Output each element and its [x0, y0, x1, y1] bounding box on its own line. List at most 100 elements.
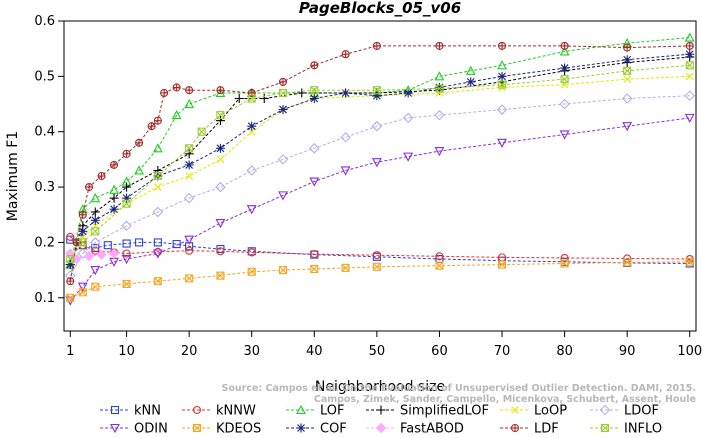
data-point-odin: [90, 266, 101, 276]
legend-label: FastABOD: [400, 422, 464, 435]
data-point-inflo: [153, 171, 162, 181]
data-point-kdeos: [623, 258, 632, 267]
data-point-kdeos: [435, 261, 444, 270]
data-point-odin: [371, 158, 382, 168]
data-point-ldof: [434, 109, 445, 121]
data-point-odin: [340, 166, 351, 176]
data-point-cof: [78, 227, 87, 236]
legend-marker: [297, 424, 305, 432]
data-point-lof: [434, 71, 445, 81]
data-point-ldof: [183, 192, 195, 204]
data-point-kdeos: [153, 277, 162, 286]
legend-label: LOF: [320, 404, 345, 419]
data-point-kdeos: [623, 258, 632, 267]
data-point-ldof: [277, 154, 289, 165]
legend-item-ldf: LDF: [500, 422, 559, 437]
data-point-odin: [121, 254, 132, 265]
legend-item-fastabod: FastABOD: [366, 422, 464, 437]
x-tick-label: 70: [494, 344, 511, 359]
data-point-odin: [403, 152, 414, 162]
series-layer: [64, 32, 696, 306]
data-point-knnw: [247, 248, 256, 257]
data-point-kdeos: [91, 282, 100, 291]
y-tick-label: 0.4: [34, 125, 55, 140]
data-point-cof: [216, 144, 225, 153]
data-point-inflo: [497, 80, 507, 89]
series-ldof: [64, 90, 696, 281]
legend-label: INFLO: [624, 422, 662, 435]
data-point-loop: [216, 155, 225, 164]
data-point-ldof: [152, 206, 164, 218]
data-point-lof: [559, 46, 570, 56]
legend-label: kNNW: [216, 404, 256, 419]
data-point-kdeos: [341, 263, 350, 272]
legend-item-kdeos: KDEOS: [182, 422, 261, 437]
y-tick-label: 0.2: [34, 235, 55, 250]
data-point-inflo: [91, 227, 100, 236]
legend-item-lof: LOF: [286, 404, 345, 419]
legend-marker: [600, 423, 610, 433]
data-point-ldof: [621, 93, 633, 104]
data-point-knnw: [372, 251, 381, 260]
data-point-ldof: [496, 104, 508, 115]
data-point-lof: [90, 192, 101, 203]
legend-marker: [599, 404, 611, 416]
data-point-cof: [404, 89, 413, 97]
legend-item-inflo: INFLO: [590, 422, 662, 437]
series-line-inflo: [69, 64, 690, 260]
data-point-inflo: [623, 66, 632, 75]
legend-marker: [601, 424, 609, 432]
legend-item-knn: kNN: [100, 404, 161, 419]
data-point-odin: [684, 113, 695, 124]
data-point-odin: [215, 219, 226, 229]
x-tick-label: 50: [369, 344, 386, 359]
series-ldf: [66, 41, 694, 286]
legend-label: kNN: [134, 404, 161, 419]
data-point-loop: [247, 127, 256, 136]
data-point-ldof: [309, 143, 320, 154]
y-tick-label: 0.5: [34, 69, 55, 84]
data-point-lof: [171, 109, 182, 120]
data-point-kdeos: [122, 280, 131, 288]
data-point-ldof: [246, 165, 258, 176]
data-point-inflo: [685, 61, 694, 70]
data-point-inflo: [278, 88, 288, 98]
data-point-cof: [91, 216, 100, 225]
data-point-knn: [153, 238, 162, 247]
chart-title: PageBlocks_05_v06: [299, 0, 461, 17]
series-fastabod: [65, 248, 120, 265]
x-tick-label: 1: [66, 344, 74, 359]
data-point-odin: [497, 138, 507, 148]
data-point-cof: [279, 105, 287, 114]
data-point-ldof: [371, 120, 383, 132]
legend-marker: [511, 406, 519, 414]
data-point-inflo: [372, 86, 381, 95]
series-line-loop: [69, 75, 690, 265]
data-point-knn: [91, 243, 100, 253]
data-point-inflo: [122, 199, 131, 208]
data-point-kdeos: [91, 282, 100, 291]
data-point-inflo: [78, 238, 87, 247]
x-tick-label: 90: [619, 344, 636, 359]
data-point-kdeos: [310, 264, 319, 274]
data-point-kdeos: [185, 274, 194, 283]
legend: kNN kNNW LOF SimplifiedLOF LoOP LDOF ODIN KDEOS…: [100, 404, 662, 437]
data-point-kdeos: [153, 277, 162, 286]
data-point-kdeos: [560, 259, 569, 268]
data-point-loop: [685, 72, 694, 81]
axes: 1 10 20 30 40 50 60 70 80 90 100 0.1 0.2 0.3 0.4 0.5 0.6: [34, 14, 702, 359]
data-point-ldof: [90, 237, 101, 248]
data-point-loop: [498, 83, 506, 92]
data-point-inflo: [279, 89, 287, 97]
y-tick-label: 0.1: [34, 291, 55, 306]
series-line-knnw: [70, 236, 690, 260]
legend-label: KDEOS: [216, 422, 261, 435]
series-line-lof: [69, 37, 690, 265]
data-point-odin: [622, 122, 633, 132]
x-tick-label: 40: [306, 344, 323, 359]
data-point-inflo: [197, 127, 206, 136]
y-tick-label: 0.3: [34, 180, 55, 195]
data-point-inflo: [247, 94, 256, 103]
